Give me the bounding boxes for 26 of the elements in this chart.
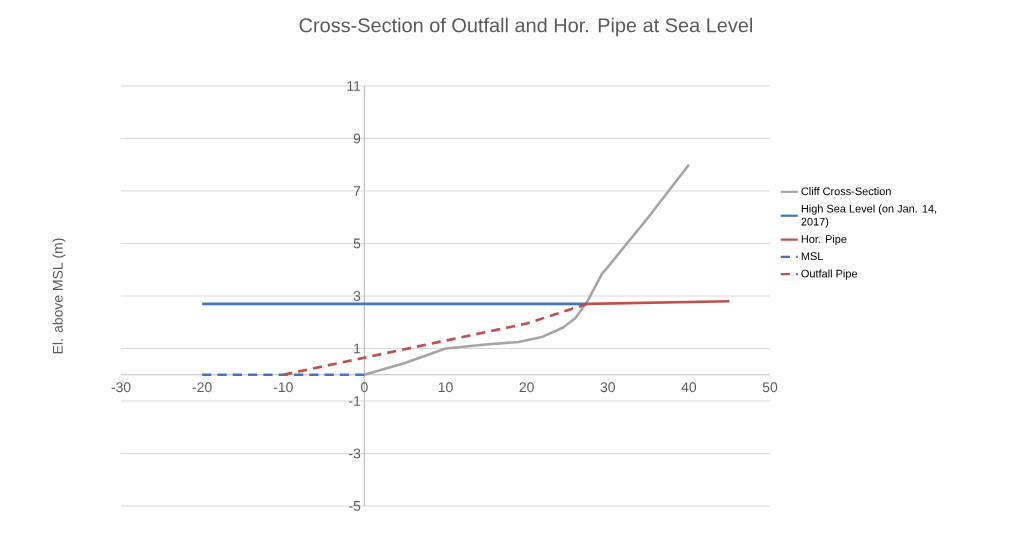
y-tick-label: -5 <box>349 501 361 511</box>
x-tick-label: -30 <box>111 382 131 393</box>
y-tick-label: 5 <box>353 238 361 249</box>
y-axis-title: El. above MSL (m) <box>52 238 66 354</box>
x-tick-label: -10 <box>273 382 293 393</box>
x-tick-label: 20 <box>519 382 534 393</box>
y-tick-label: -3 <box>349 448 361 459</box>
line-series <box>363 163 691 377</box>
y-tick-label: 3 <box>353 291 361 301</box>
y-tick-label: 9 <box>353 133 361 144</box>
x-tick-label: -20 <box>192 382 212 393</box>
legend-label: Cliff Cross-Section <box>801 187 891 196</box>
x-tick-label: 40 <box>681 382 697 393</box>
y-tick-label: -1 <box>349 396 361 406</box>
y-tick-label: 1 <box>354 343 361 354</box>
legend-label: Outfall Pipe <box>801 269 858 280</box>
y-tick-label: 11 <box>347 81 361 91</box>
x-tick-label: 50 <box>762 382 778 393</box>
x-tick-label: 30 <box>600 382 615 393</box>
legend-label: MSL <box>801 252 824 261</box>
x-tick-label: 10 <box>438 382 453 393</box>
chart-title: Cross-Section of Outfall and Hor. Pipe at Sea Level <box>299 17 753 37</box>
x-tick-label: 0 <box>361 382 368 393</box>
legend-label: High Sea Level (on Jan. 14, 2017) <box>801 204 937 228</box>
y-tick-label: 7 <box>353 186 361 196</box>
legend-label: Hor. Pipe <box>801 234 847 246</box>
